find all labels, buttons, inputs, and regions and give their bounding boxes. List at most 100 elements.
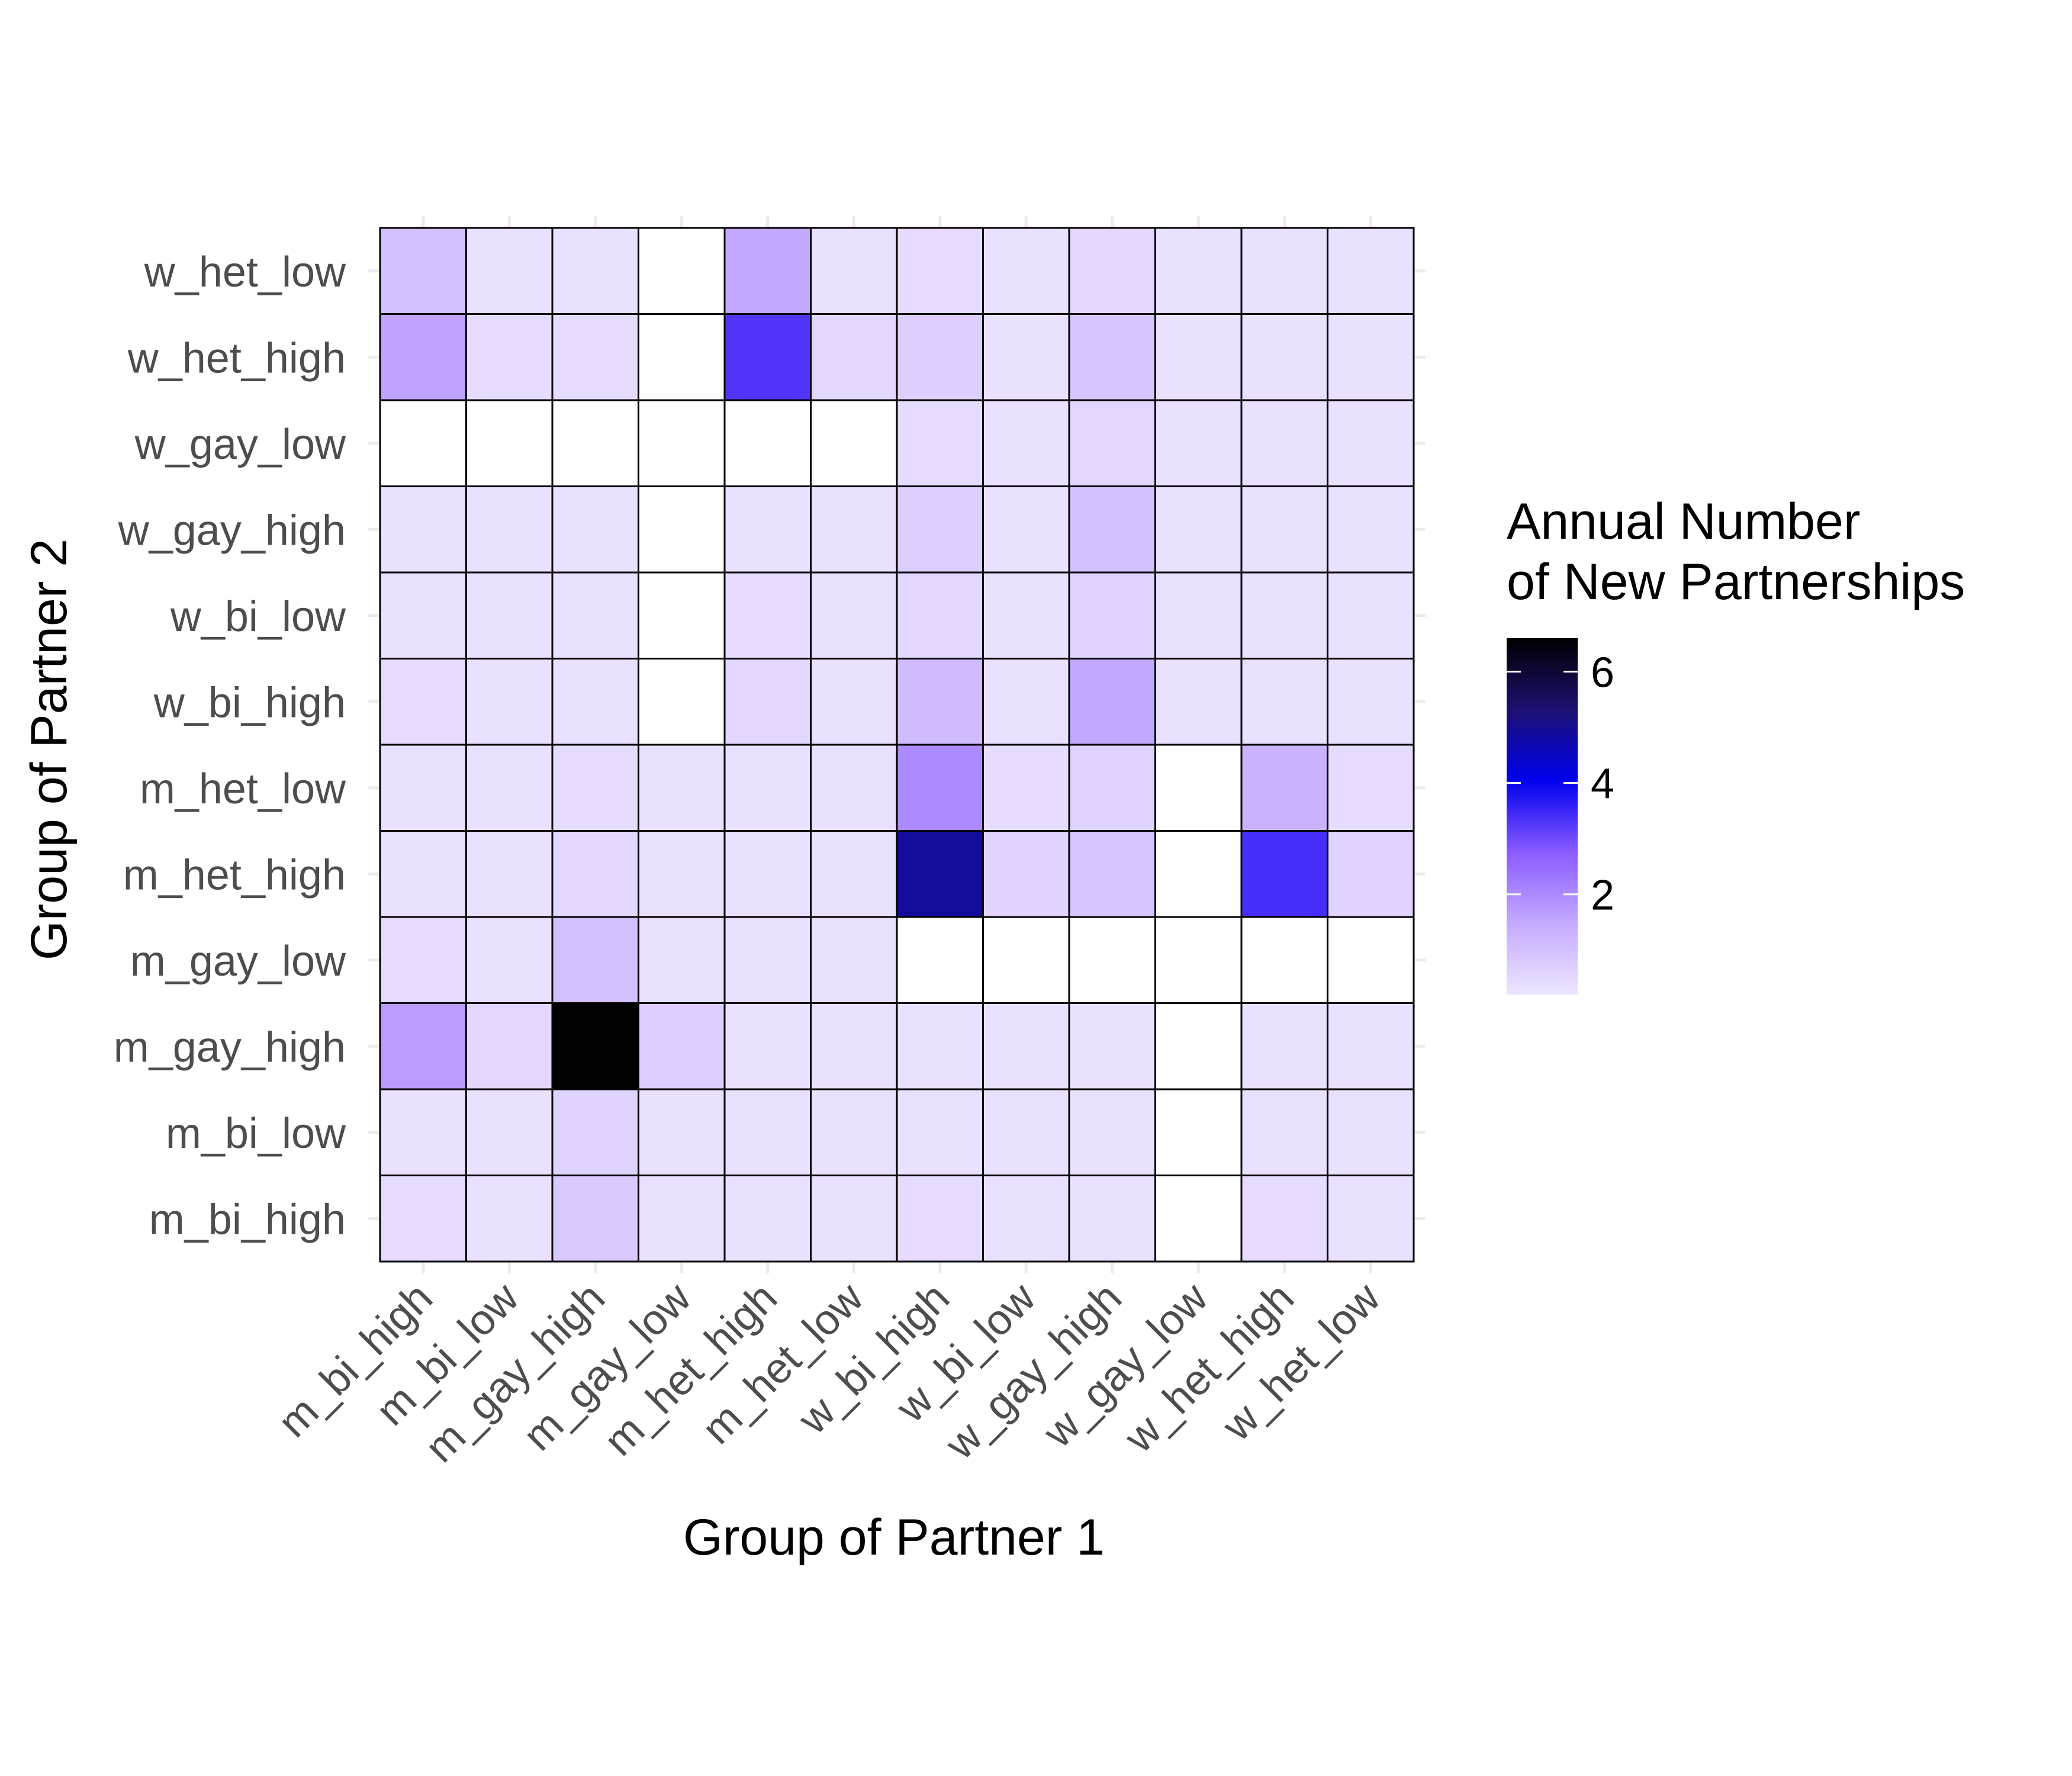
heatmap-cell — [810, 313, 898, 401]
heatmap-cell — [723, 399, 812, 487]
heatmap-cell — [723, 830, 812, 918]
heatmap-cell — [551, 916, 639, 1004]
heatmap-cell — [982, 744, 1070, 832]
heatmap-cell — [1327, 830, 1415, 918]
heatmap-cell — [810, 571, 898, 659]
heatmap-cell — [1240, 227, 1328, 315]
heatmap-cell — [1154, 916, 1243, 1004]
heatmap-cell — [638, 1175, 726, 1263]
heatmap-cell — [1154, 227, 1243, 315]
heatmap-cell — [551, 744, 639, 832]
heatmap-cell — [1327, 916, 1415, 1004]
heatmap-cell — [723, 1002, 812, 1090]
heatmap-cell — [638, 485, 726, 574]
heatmap-cell — [982, 658, 1070, 746]
legend-ticks: 2 4 6 — [1507, 649, 1614, 919]
heatmap-cell — [465, 1175, 554, 1263]
heatmap-cell — [551, 1002, 639, 1090]
heatmap-cell — [982, 1175, 1070, 1263]
heatmap-cell — [1327, 227, 1415, 315]
heatmap-cell — [896, 485, 984, 574]
heatmap-cell — [379, 1175, 467, 1263]
heatmap-cell — [638, 399, 726, 487]
legend-tick-label: 6 — [1591, 649, 1614, 696]
heatmap-cell — [1240, 916, 1328, 1004]
heatmap-cell — [465, 744, 554, 832]
y-tick-label: w_het_high — [127, 334, 346, 382]
heatmap-cell — [379, 1088, 467, 1176]
heatmap-cell — [379, 227, 467, 315]
heatmap-cell — [1068, 227, 1156, 315]
heatmap-cell — [896, 313, 984, 401]
y-tick-label: w_gay_high — [118, 507, 346, 554]
heatmap-cell — [1068, 1002, 1156, 1090]
y-tick-label: m_gay_low — [130, 938, 346, 985]
legend-title-line-1: Annual Number — [1507, 493, 1861, 550]
heatmap-cell — [810, 744, 898, 832]
heatmap-cells — [379, 227, 1415, 1263]
heatmap-cell — [723, 916, 812, 1004]
legend: Annual Number of New Partnerships 2 4 6 — [1507, 493, 1965, 995]
y-tick-labels: w_het_low w_het_high w_gay_low w_gay_high w_… — [114, 249, 346, 1244]
heatmap-cell — [1154, 1088, 1243, 1176]
heatmap-cell — [638, 744, 726, 832]
heatmap-cell — [465, 1002, 554, 1090]
y-tick-label: m_het_low — [140, 765, 346, 813]
y-tick-label: m_gay_high — [114, 1024, 346, 1071]
heatmap-cell — [982, 830, 1070, 918]
heatmap-cell — [638, 916, 726, 1004]
heatmap-cell — [465, 571, 554, 659]
heatmap-cell — [551, 227, 639, 315]
heatmap-cell — [379, 485, 467, 574]
heatmap-cell — [638, 658, 726, 746]
heatmap-cell — [1154, 571, 1243, 659]
heatmap-cell — [810, 916, 898, 1004]
heatmap-cell — [810, 1002, 898, 1090]
heatmap-cell — [723, 227, 812, 315]
heatmap-cell — [465, 916, 554, 1004]
heatmap-cell — [1154, 830, 1243, 918]
heatmap-cell — [379, 1002, 467, 1090]
legend-colorbar — [1507, 638, 1578, 995]
heatmap-cell — [1240, 1002, 1328, 1090]
heatmap-cell — [551, 830, 639, 918]
heatmap-cell — [1154, 1002, 1243, 1090]
heatmap-cell — [982, 399, 1070, 487]
y-tick-label: w_bi_high — [153, 679, 346, 726]
heatmap-cell — [1327, 1002, 1415, 1090]
heatmap-cell — [465, 658, 554, 746]
legend-tick-label: 4 — [1591, 761, 1614, 808]
y-tick-label: m_bi_high — [149, 1196, 346, 1243]
heatmap-cell — [1240, 571, 1328, 659]
heatmap-cell — [551, 399, 639, 487]
heatmap-cell — [1240, 1175, 1328, 1263]
heatmap-cell — [1068, 1088, 1156, 1176]
heatmap-cell — [1154, 744, 1243, 832]
heatmap-cell — [896, 744, 984, 832]
heatmap-cell — [982, 485, 1070, 574]
heatmap-cell — [1068, 744, 1156, 832]
heatmap-cell — [723, 658, 812, 746]
heatmap-cell — [1327, 658, 1415, 746]
heatmap-cell — [896, 830, 984, 918]
heatmap-cell — [1154, 1175, 1243, 1263]
heatmap-cell — [638, 830, 726, 918]
heatmap-cell — [896, 399, 984, 487]
heatmap-cell — [982, 1088, 1070, 1176]
heatmap-cell — [810, 658, 898, 746]
heatmap-cell — [723, 485, 812, 574]
heatmap-cell — [1068, 571, 1156, 659]
heatmap-cell — [379, 744, 467, 832]
heatmap-cell — [1068, 830, 1156, 918]
heatmap-cell — [1327, 1175, 1415, 1263]
heatmap-cell — [1240, 313, 1328, 401]
heatmap-cell — [465, 399, 554, 487]
y-tick-label: w_gay_low — [134, 421, 346, 468]
heatmap-cell — [982, 227, 1070, 315]
heatmap-cell — [810, 830, 898, 918]
heatmap-cell — [982, 313, 1070, 401]
y-tick-label: m_het_high — [123, 851, 346, 899]
heatmap-cell — [982, 1002, 1070, 1090]
heatmap-cell — [638, 1002, 726, 1090]
heatmap-cell — [1240, 1088, 1328, 1176]
